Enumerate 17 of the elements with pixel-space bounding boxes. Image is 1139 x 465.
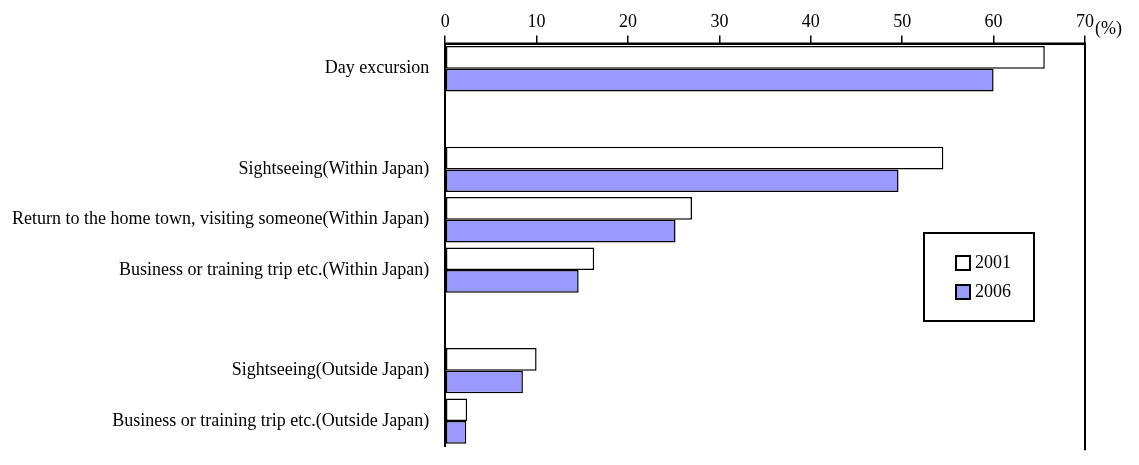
x-tick-label: 0 (440, 10, 450, 31)
y-tick-label: Sightseeing(Within Japan) (238, 158, 430, 180)
legend-label: 2006 (975, 281, 1011, 303)
x-tick-label: 70 (1076, 10, 1094, 31)
x-tick-label: 30 (710, 10, 729, 31)
y-tick-label: Day excursion (324, 57, 430, 78)
x-tick-label: 50 (893, 10, 912, 31)
x-tick-label: 60 (984, 10, 1003, 31)
x-axis-title: (%) (1095, 18, 1122, 40)
text: 2001 (975, 252, 1011, 274)
x-tick-label: 40 (801, 10, 820, 31)
y-tick-label: Sightseeing(Outside Japan) (231, 359, 430, 381)
x-tick-label: 10 (527, 10, 546, 31)
y-tick-label: Return to the home town, visiting someone(Within Japan) (11, 208, 430, 230)
y-tick-label: Business or training trip etc.(Outside Japan) (112, 409, 430, 431)
x-tick-label: 20 (619, 10, 638, 31)
y-tick-label: Business or training trip etc.(Within Japan) (118, 258, 430, 280)
